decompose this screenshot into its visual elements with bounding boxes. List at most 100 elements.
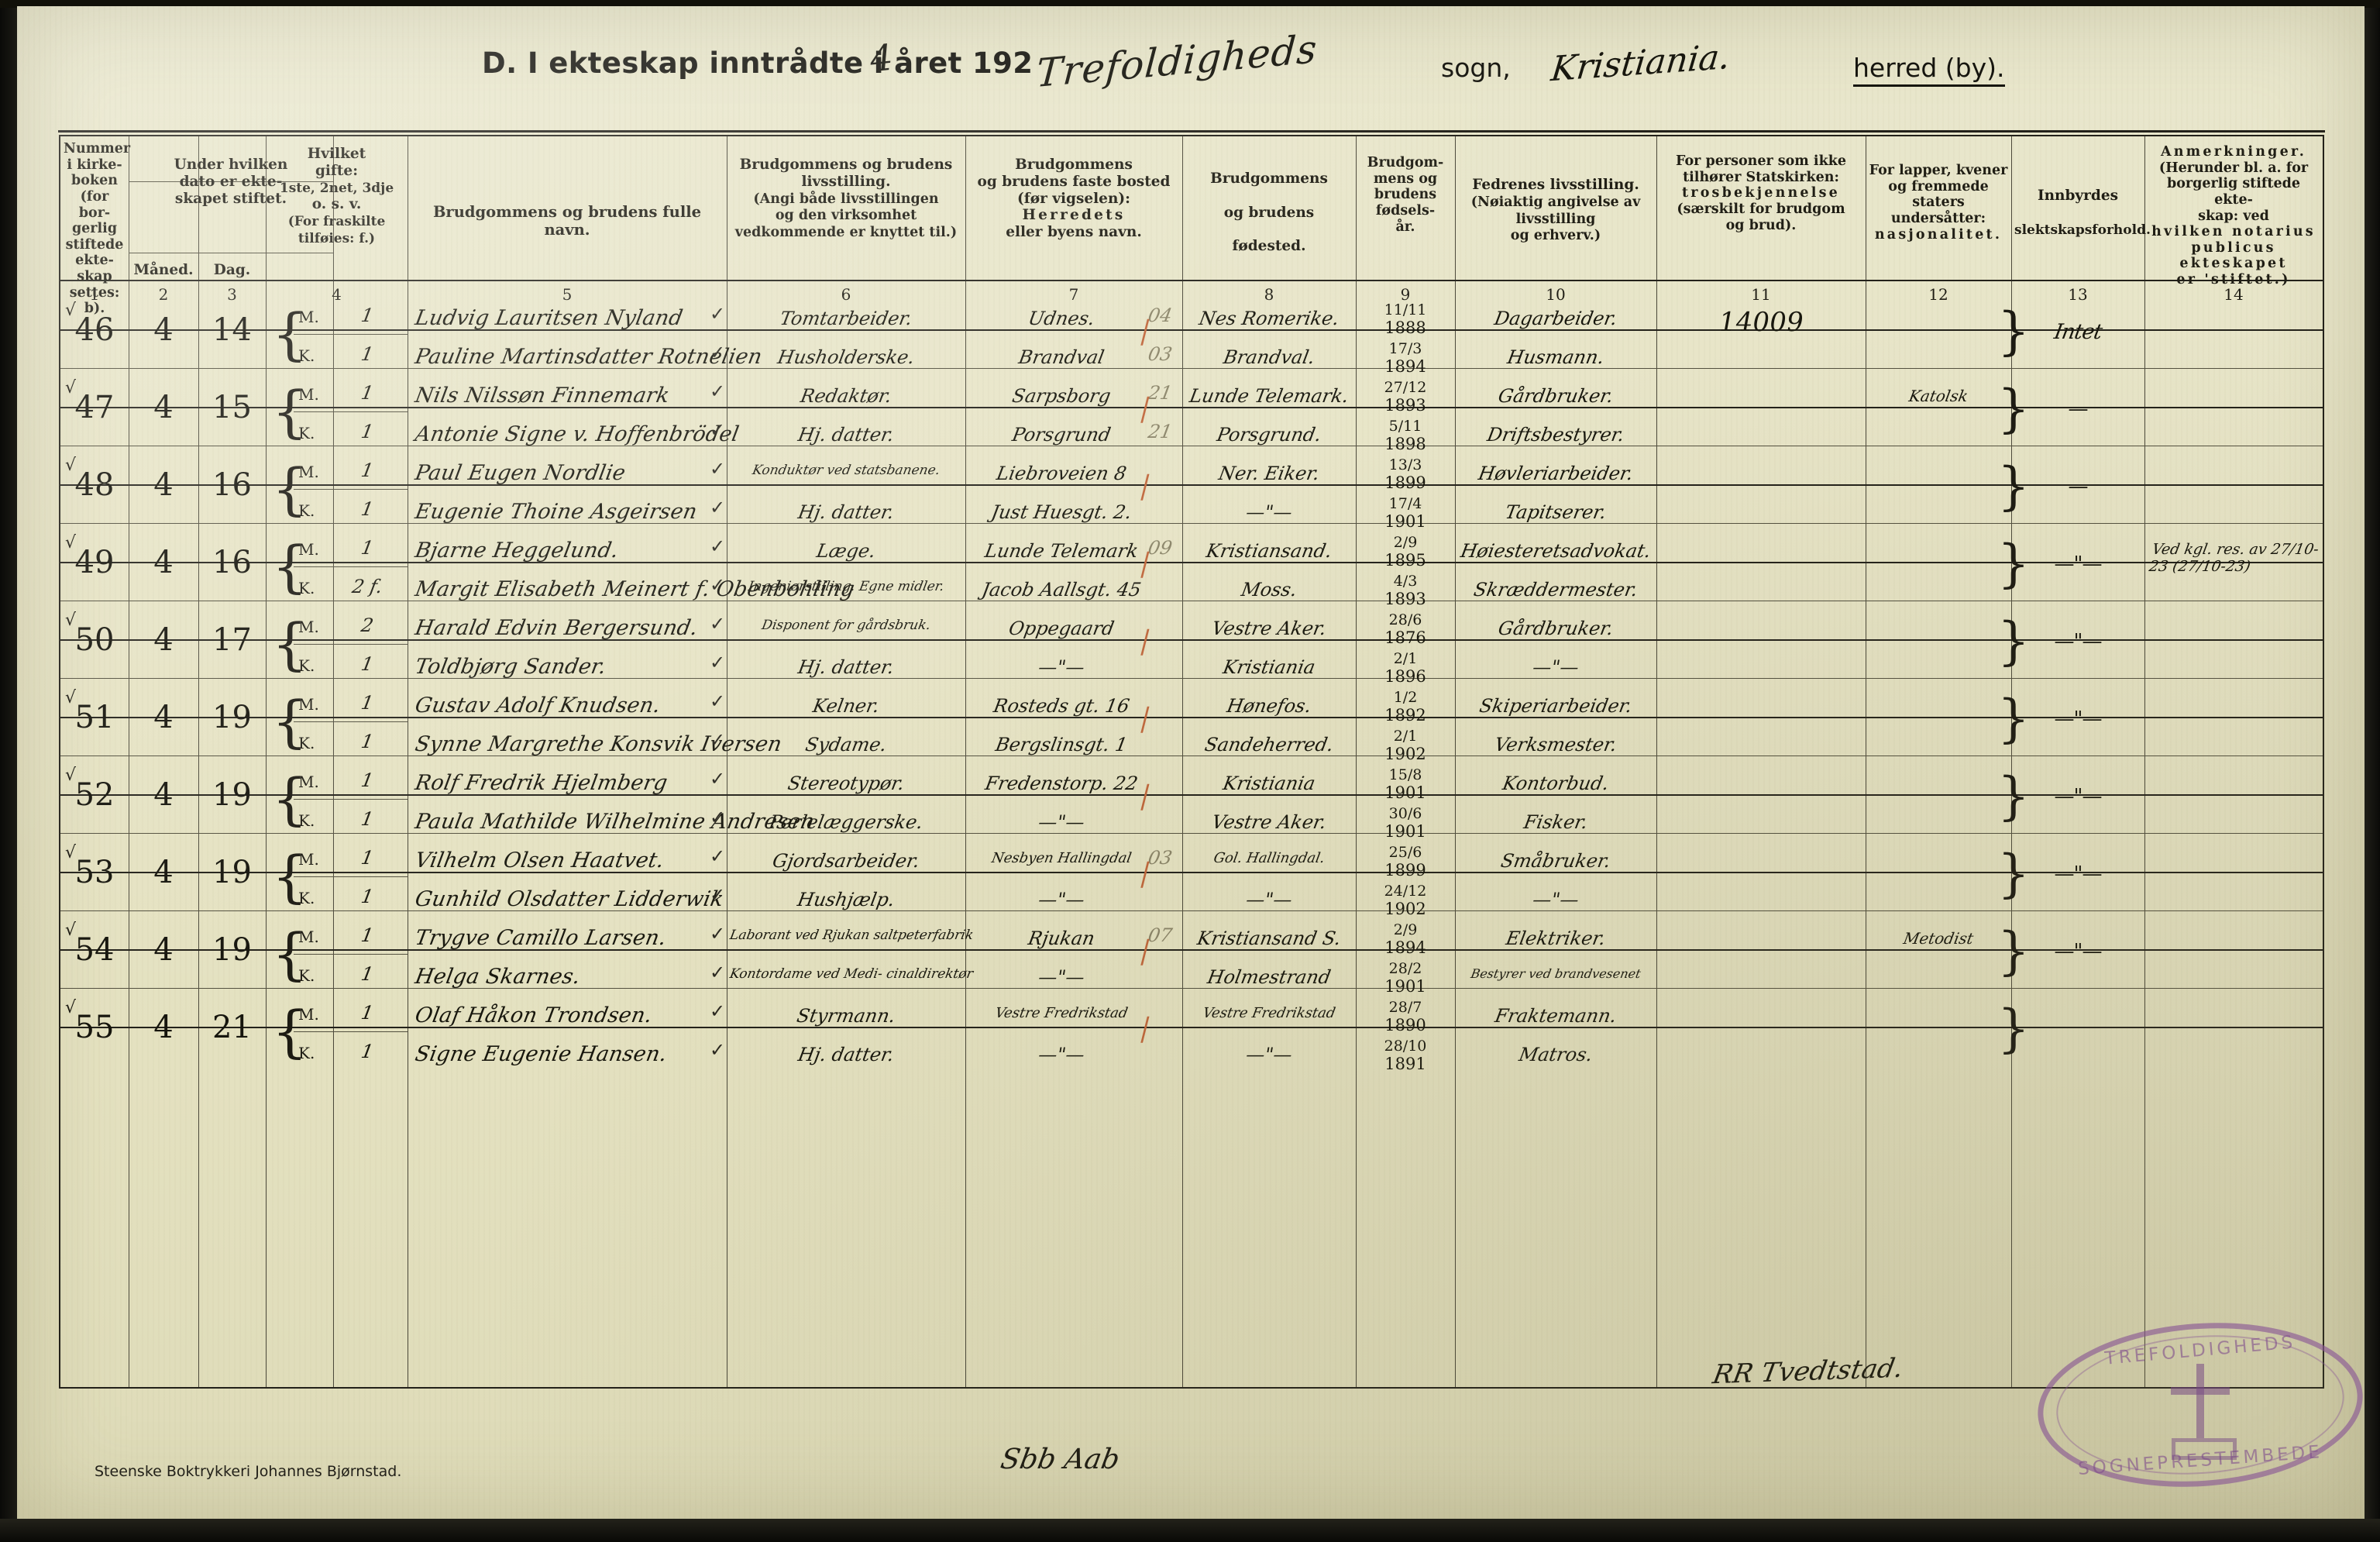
col-header-birth-year: Brudgom-mens og brudens fødsels-år. <box>1367 155 1444 235</box>
marriage-brace: { <box>272 534 308 599</box>
bride-residence-mark: 03 <box>1146 343 1175 365</box>
bride-name: Antonie Signe v. Hoffenbrödel <box>413 422 741 446</box>
groom-marriage-count: 1 <box>359 847 376 869</box>
bride-marriage-count: 1 <box>359 886 376 907</box>
bride-birth-year: 1898 <box>1384 435 1426 453</box>
marriage-month: 4 <box>153 622 174 658</box>
bride-birth-year: 1901 <box>1384 822 1426 841</box>
col-header-marriage-date: Under hvilken dato er ekte- skapet stift… <box>174 157 288 207</box>
marriage-day: 19 <box>212 777 252 813</box>
groom-residence: Oppegaard <box>1006 618 1116 639</box>
groom-residence: Lunde Telemark <box>982 540 1140 562</box>
row-number: 47 <box>74 390 115 425</box>
groom-name-check-icon: ✓ <box>710 845 726 867</box>
groom-sex-label: M. <box>298 618 319 636</box>
col-header-which-marriage: Hvilket gifte: 1ste, 2net, 3dje o. s. v. (… <box>279 146 394 247</box>
groom-name-check-icon: ✓ <box>710 303 726 325</box>
groom-birth-year: 1899 <box>1384 861 1426 879</box>
col-header-occupation: Brudgommens og brudens livsstilling. (Ang… <box>734 157 958 241</box>
printer-imprint: Steenske Boktrykkeri Johannes Bjørnstad. <box>95 1463 402 1480</box>
groom-occupation: Gjordsarbeider. <box>770 850 922 872</box>
row-number: 49 <box>74 545 115 580</box>
col-num-9: 9 <box>1400 285 1411 304</box>
groom-birth-date: 25/6 <box>1388 844 1422 861</box>
bride-birth-date: 17/3 <box>1388 340 1422 357</box>
groom-name: Harald Edvin Bergersund. <box>413 616 700 640</box>
groom-birthplace: Lunde Telemark. <box>1188 385 1351 407</box>
marriage-day: 15 <box>212 390 252 425</box>
groom-birth-date: 15/8 <box>1388 766 1422 783</box>
kinship-value: —"— <box>2054 940 2103 963</box>
groom-birth-date: 13/3 <box>1388 456 1422 473</box>
groom-sex-label: M. <box>298 463 319 481</box>
bride-father-occupation: —"— <box>1531 656 1581 678</box>
page-edge-bottom <box>0 1519 2380 1542</box>
row-number: 53 <box>74 855 115 890</box>
bride-residence: Jacob Aallsgt. 45 <box>980 579 1144 601</box>
bride-birth-date: 30/6 <box>1388 805 1422 822</box>
row-check-icon: √ <box>65 843 77 862</box>
year-suffix-handwritten: 4 <box>868 36 896 81</box>
groom-residence: Nesbyen Hallingdal <box>990 850 1133 866</box>
groom-birth-year: 1895 <box>1384 551 1426 570</box>
col-num-8: 8 <box>1264 285 1274 304</box>
marriage-day: 16 <box>212 467 252 503</box>
marriage-day: 16 <box>212 545 252 580</box>
residence-red-mark: ⎸ <box>1142 781 1168 812</box>
bride-name: Paula Mathilde Wilhelmine Andresen <box>413 810 817 834</box>
row-check-icon: √ <box>65 301 77 320</box>
bride-sex-label: K. <box>298 501 315 520</box>
groom-residence: Vestre Fredrikstad <box>993 1005 1130 1021</box>
marriage-month: 4 <box>153 700 174 735</box>
bride-birthplace: —"— <box>1244 1044 1295 1065</box>
row-check-icon: √ <box>65 611 77 630</box>
bride-occupation: Hushjælp. <box>796 889 896 910</box>
groom-birthplace: Kristiansand S. <box>1195 928 1343 949</box>
bride-birth-year: 1893 <box>1384 590 1426 608</box>
bride-marriage-count: 1 <box>359 1041 376 1062</box>
bride-name-check-icon: ✓ <box>710 419 726 441</box>
sex-divider <box>294 721 408 722</box>
col-num-2: 2 <box>158 285 169 304</box>
bride-birth-year: 1896 <box>1384 667 1426 686</box>
marriage-brace: { <box>272 844 308 909</box>
bride-marriage-count: 1 <box>359 963 376 985</box>
residence-red-mark: ⎸ <box>1142 394 1168 425</box>
bride-residence: Bergslinsgt. 1 <box>993 734 1130 756</box>
kinship-value: —"— <box>2054 785 2103 808</box>
groom-birth-year: 1894 <box>1384 938 1426 957</box>
groom-residence: Rjukan <box>1026 928 1097 949</box>
bride-occupation: Sydame. <box>803 734 889 756</box>
bride-sex-label: K. <box>298 1044 315 1062</box>
groom-occupation: Konduktør ved statsbanene. <box>751 463 941 478</box>
groom-birth-date: 2/9 <box>1393 534 1418 551</box>
groom-occupation: Kelner. <box>810 695 882 717</box>
groom-occupation: Styrmann. <box>795 1005 897 1027</box>
groom-birthplace: Kristiania <box>1221 773 1317 794</box>
bride-birthplace: Sandeherred. <box>1202 734 1336 756</box>
parish-label: sogn, <box>1441 53 1511 83</box>
marriage-register-table: Nummer i kirke- boken (for bor- gerlig stif… <box>58 130 2325 1389</box>
col-num-12: 12 <box>1928 285 1948 304</box>
row-close-brace: } <box>1997 999 2030 1058</box>
groom-marriage-count: 1 <box>359 769 376 791</box>
bride-birth-date: 5/11 <box>1388 418 1422 435</box>
page-edge-top <box>0 0 2380 8</box>
kinship-value: —"— <box>2054 552 2103 576</box>
groom-birth-date: 28/7 <box>1388 999 1422 1016</box>
bride-occupation: Kontordame ved Medi- cinaldirektør <box>728 966 975 982</box>
groom-birthplace: Ner. Eiker. <box>1216 463 1322 484</box>
marriage-brace: { <box>272 456 308 521</box>
groom-residence: Liebroveien 8 <box>995 463 1129 484</box>
groom-father-occupation: Fraktemann. <box>1493 1005 1618 1027</box>
col-header-full-names: Brudgommens og brudens fulle navn. <box>432 203 702 239</box>
groom-birthplace: Vestre Fredrikstad <box>1201 1005 1337 1021</box>
marriage-brace: { <box>272 766 308 831</box>
bride-sex-label: K. <box>298 734 315 752</box>
marriage-day: 19 <box>212 700 252 735</box>
bride-father-occupation: Matros. <box>1517 1044 1594 1065</box>
bride-name-check-icon: ✓ <box>710 962 726 983</box>
register-paper: D. I ekteskap inntrådte i året 192 4 Tre… <box>17 6 2368 1519</box>
col-num-4: 4 <box>332 285 342 304</box>
bride-birthplace: Brandval. <box>1221 346 1317 368</box>
